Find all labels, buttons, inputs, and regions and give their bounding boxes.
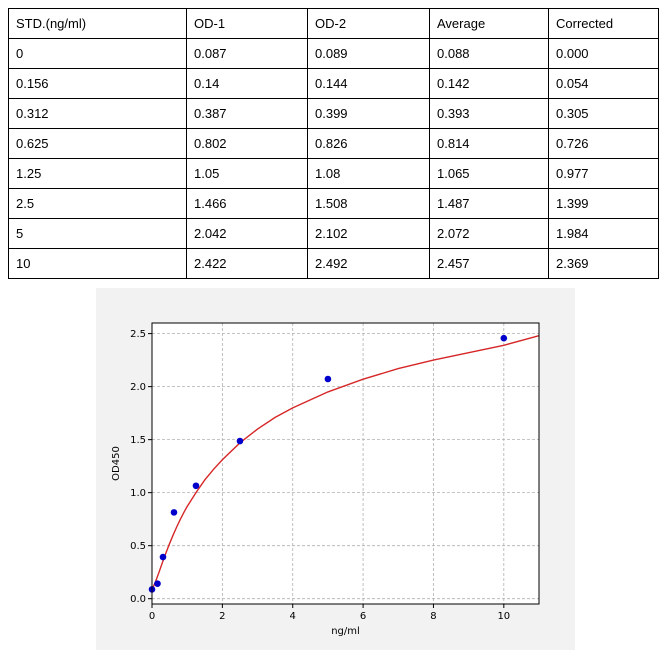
points-layer [148,334,508,593]
table-body: 0 0.087 0.089 0.088 0.000 0.156 0.14 0.144 0.142… [8,38,659,279]
y-tick-label: 1.5 [130,435,146,446]
table-cell: 2.422 [186,248,308,279]
table-cell: 0.726 [548,128,659,159]
x-tick-label: 4 [290,611,296,622]
fit-curve [151,335,540,590]
table-cell: 0.142 [429,68,549,99]
chart-panel: 0 2 4 6 8 10 0.0 0.5 1.0 1.5 2.0 2.5 ng/ml OD450 [96,288,575,650]
y-tick-label: 2.5 [130,329,146,340]
plot-background [152,323,539,604]
table-cell: 1.08 [307,158,430,189]
header-std: STD.(ng/ml) [8,8,187,39]
table-row: 5 2.042 2.102 2.072 1.984 [8,218,659,249]
header-od2: OD-2 [307,8,430,39]
table-cell: 10 [8,248,187,279]
data-point [324,375,332,383]
table-cell: 2.457 [429,248,549,279]
table-cell: 0.802 [186,128,308,159]
data-point [170,509,178,516]
table-cell: 0.14 [186,68,308,99]
header-corrected: Corrected [548,8,659,39]
table-row: 1.25 1.05 1.08 1.065 0.977 [8,158,659,189]
standard-table: STD.(ng/ml) OD-1 OD-2 Average Corrected … [8,8,659,279]
table-cell: 0.814 [429,128,549,159]
table-cell: 0.977 [548,158,659,189]
data-point [500,334,508,342]
x-tick-label: 10 [497,611,510,622]
table-cell: 0.312 [8,98,187,129]
table-cell: 0.826 [307,128,430,159]
table-cell: 1.508 [307,188,430,219]
table-row: 10 2.422 2.492 2.457 2.369 [8,248,659,279]
table-cell: 2.042 [186,218,308,249]
curve-layer [151,335,540,590]
standard-curve-chart: 0 2 4 6 8 10 0.0 0.5 1.0 1.5 2.0 2.5 ng/ml OD450 [111,322,540,637]
y-axis-label: OD450 [111,446,122,481]
table-row: 2.5 1.466 1.508 1.487 1.399 [8,188,659,219]
table-cell: 0.387 [186,98,308,129]
table-cell: 1.065 [429,158,549,189]
table-cell: 0 [8,38,187,69]
data-point [159,553,167,561]
data-point [192,482,200,490]
x-tick-label: 2 [219,611,225,622]
table-cell: 0.393 [429,98,549,129]
table-row: 0.625 0.802 0.826 0.814 0.726 [8,128,659,159]
table-cell: 2.369 [548,248,659,279]
x-tick-label: 0 [149,611,155,622]
header-average: Average [429,8,549,39]
table-cell: 2.102 [307,218,430,249]
table-cell: 1.466 [186,188,308,219]
y-tick-label: 0.5 [130,541,146,552]
y-tick-label: 0.0 [130,594,146,605]
table-row: 0.312 0.387 0.399 0.393 0.305 [8,98,659,129]
table-cell: 0.000 [548,38,659,69]
y-tick-label: 2.0 [130,382,146,393]
table-cell: 5 [8,218,187,249]
table-cell: 0.087 [186,38,308,69]
header-od1: OD-1 [186,8,308,39]
table-cell: 0.625 [8,128,187,159]
plot-frame [151,322,540,605]
table-cell: 0.399 [307,98,430,129]
table-row: 0 0.087 0.089 0.088 0.000 [8,38,659,69]
table-cell: 1.984 [548,218,659,249]
ticks-layer: 0 2 4 6 8 10 0.0 0.5 1.0 1.5 2.0 2.5 [130,329,510,622]
table-cell: 2.072 [429,218,549,249]
grid-layer [151,323,539,604]
x-tick-label: 6 [360,611,366,622]
table-row: 0.156 0.14 0.144 0.142 0.054 [8,68,659,99]
table-cell: 2.5 [8,188,187,219]
x-axis-label: ng/ml [331,626,360,637]
table-header-row: STD.(ng/ml) OD-1 OD-2 Average Corrected [8,8,659,39]
table-cell: 1.399 [548,188,659,219]
table-cell: 1.25 [8,158,187,189]
data-point [154,580,161,587]
table-cell: 1.05 [186,158,308,189]
table-cell: 0.089 [307,38,430,69]
table-cell: 0.305 [548,98,659,129]
y-tick-label: 1.0 [130,488,146,499]
table-cell: 1.487 [429,188,549,219]
table-cell: 2.492 [307,248,430,279]
table-cell: 0.054 [548,68,659,99]
table-cell: 0.088 [429,38,549,69]
data-point [236,437,244,445]
table-cell: 0.144 [307,68,430,99]
x-tick-label: 8 [430,611,436,622]
table-cell: 0.156 [8,68,187,99]
